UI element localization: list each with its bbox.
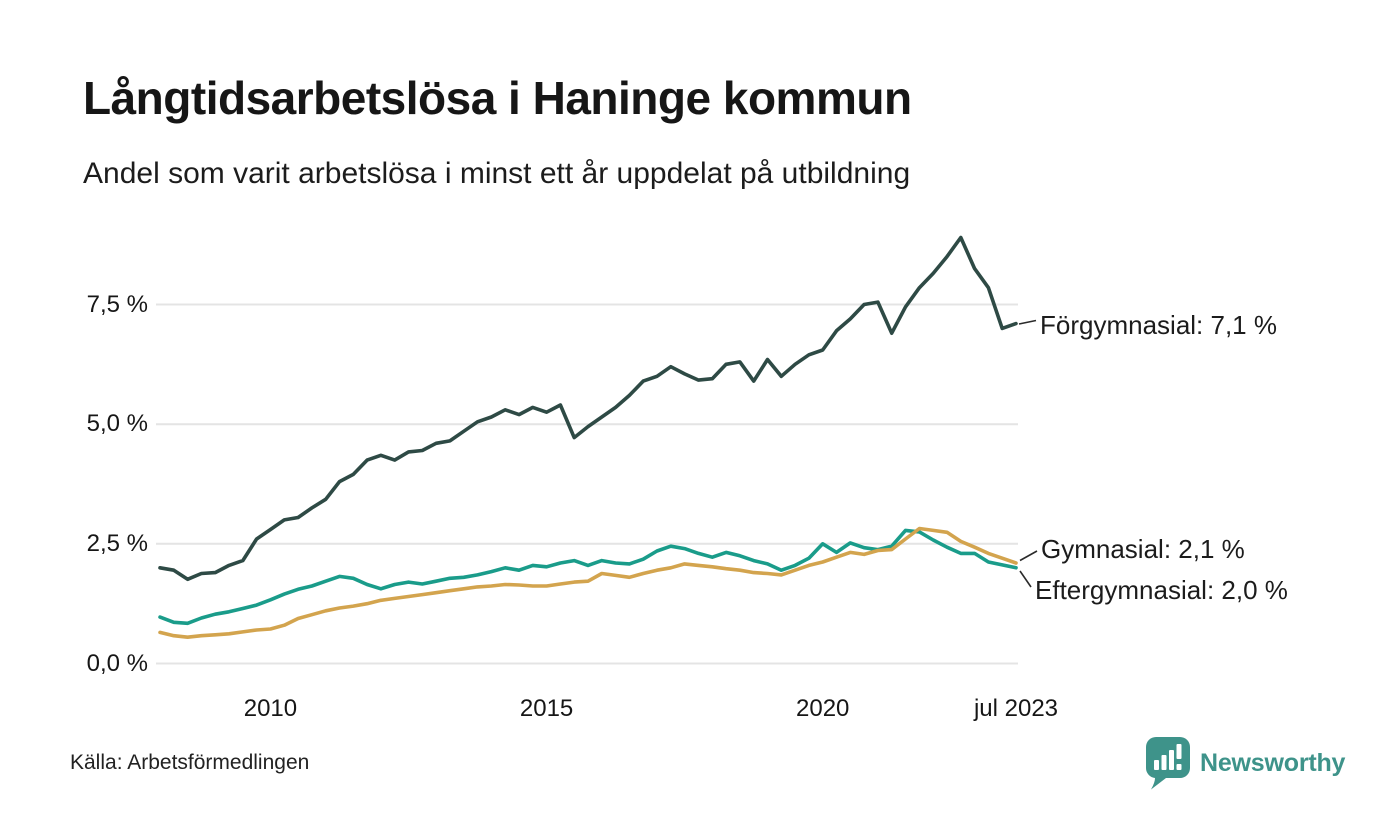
newsworthy-speech-bubble-bar-chart-icon <box>1146 737 1190 790</box>
source-attribution: Källa: Arbetsförmedlingen <box>70 751 310 774</box>
x-tick-label: jul 2023 <box>973 695 1059 722</box>
series-end-label-forgymnasial: Förgymnasial: 7,1 % <box>1040 310 1277 340</box>
y-tick-label: 2,5 % <box>86 529 148 557</box>
series-line-förgymnasial <box>158 235 1018 582</box>
series-line-eftergymnasial <box>158 528 1018 626</box>
y-tick-label: 7,5 % <box>86 290 148 318</box>
y-tick-label: 0,0 % <box>86 649 148 677</box>
x-tick-label: 2015 <box>519 695 574 722</box>
y-tick-label: 5,0 % <box>86 410 148 438</box>
series-line-gymnasial <box>158 526 1018 640</box>
x-tick-label: 2010 <box>243 695 298 722</box>
series-end-label-gymnasial: Gymnasial: 2,1 % <box>1041 534 1245 564</box>
label-connector <box>1019 570 1032 588</box>
series-end-label-eftergymnasial: Eftergymnasial: 2,0 % <box>1035 575 1288 605</box>
label-connector <box>1019 550 1038 562</box>
chart-title: Långtidsarbetslösa i Haninge kommun <box>83 72 912 124</box>
chart-subtitle: Andel som varit arbetslösa i minst ett å… <box>83 157 911 190</box>
label-connector <box>1018 319 1037 325</box>
newsworthy-logo: Newsworthy <box>1146 737 1345 790</box>
newsworthy-wordmark: Newsworthy <box>1200 749 1346 777</box>
x-tick-label: 2020 <box>796 695 850 722</box>
